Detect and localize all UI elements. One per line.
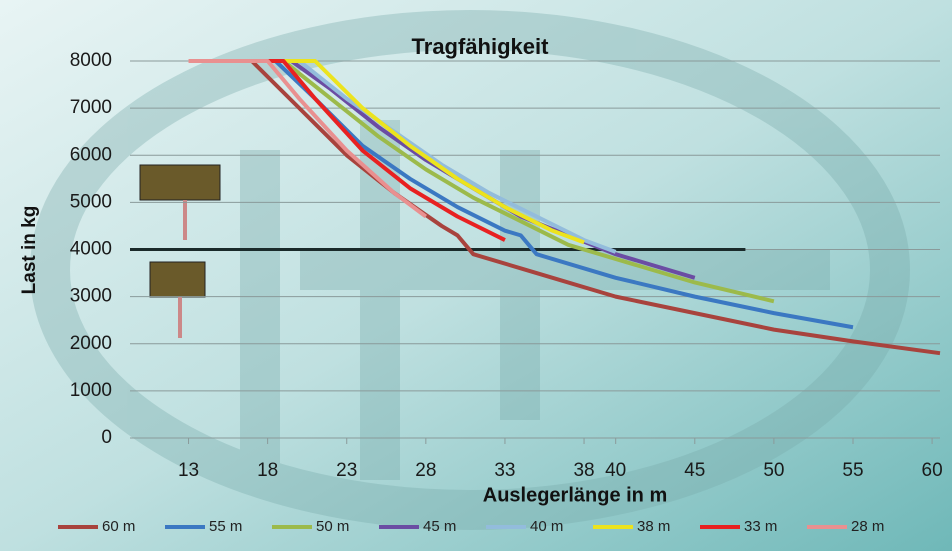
y-axis-title: Last in kg: [19, 206, 40, 295]
series-line: [282, 59, 775, 304]
x-tick-label: 13: [178, 460, 199, 481]
legend-label: 40 m: [530, 518, 563, 535]
series-line: [298, 59, 617, 254]
x-tick-label: 28: [415, 460, 436, 481]
y-tick-label: 7000: [70, 97, 112, 118]
legend-label: 50 m: [316, 518, 349, 535]
legend-label: 45 m: [423, 518, 456, 535]
series-line: [267, 59, 585, 245]
x-tick-label: 45: [684, 460, 705, 481]
hook-icon: [139, 164, 221, 338]
y-tick-label: 3000: [70, 286, 112, 307]
x-tick-label: 50: [763, 460, 784, 481]
y-tick-label: 5000: [70, 191, 112, 212]
x-tick-label: 60: [922, 460, 943, 481]
x-tick-label: 40: [605, 460, 626, 481]
legend-label: 33 m: [744, 518, 777, 535]
series-line: [250, 59, 941, 356]
legend-label: 28 m: [851, 518, 884, 535]
legend-label: 60 m: [102, 518, 135, 535]
y-tick-label: 6000: [70, 144, 112, 165]
legend-label: 38 m: [637, 518, 670, 535]
series-line: [274, 59, 854, 330]
x-axis-title: Auslegerlänge in m: [483, 484, 668, 506]
x-tick-label: 23: [336, 460, 357, 481]
legend: 60 m 55 m 50 m 45 m 40 m 38 m 33 m 28 m: [58, 518, 884, 535]
legend-label: 55 m: [209, 518, 242, 535]
x-tick-label: 33: [494, 460, 515, 481]
x-tick-label: 38: [573, 460, 594, 481]
y-tick-label: 8000: [70, 50, 112, 71]
y-tick-label: 1000: [70, 380, 112, 401]
y-tick-label: 0: [101, 427, 112, 448]
plot-area: 0 1000 2000 3000 4000 5000 6000 7000 8000 13 18 23 2…: [70, 50, 943, 481]
y-tick-label: 4000: [70, 239, 112, 260]
series-line: [251, 59, 506, 242]
x-tick-label: 55: [842, 460, 863, 481]
chart-title: Tragfähigkeit: [412, 34, 550, 59]
series-line: [188, 59, 428, 219]
x-tick-label: 18: [257, 460, 278, 481]
y-tick-label: 2000: [70, 333, 112, 354]
